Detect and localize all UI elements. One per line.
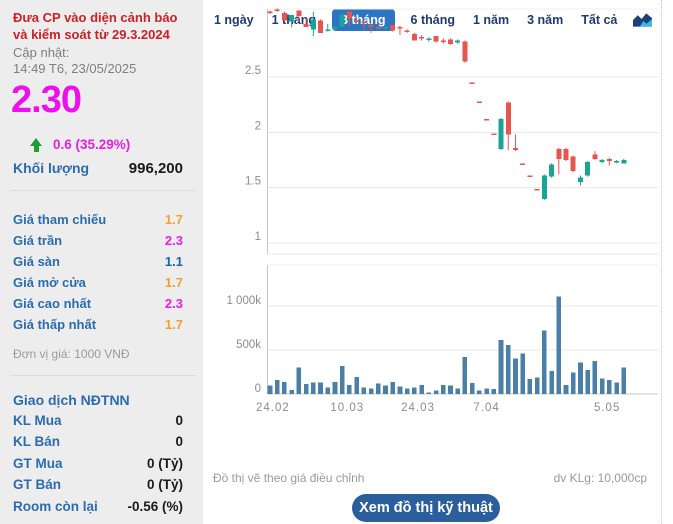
- tab-period-4[interactable]: 1 năm: [472, 13, 510, 27]
- table-row: Giá trần 2.3: [13, 233, 183, 254]
- row-label: KL Bán: [13, 434, 61, 450]
- volume-value: 996,200: [128, 160, 183, 177]
- candlesticks[interactable]: [267, 8, 627, 200]
- volume-label: Khối lượng: [13, 160, 90, 176]
- x-axis-labels: 24.02 10.03 24.03 7.04 5.05: [256, 402, 620, 414]
- foreign-trading-table: KL Mua 0 KL Bán 0 GT Mua 0 (Tỷ) GT Bán 0…: [13, 413, 183, 520]
- price-unit-note: Đơn vị giá: 1000 VNĐ: [13, 347, 130, 361]
- svg-text:500k: 500k: [236, 339, 261, 351]
- quote-sidebar: Đưa CP vào diện cảnh báo và kiểm soát từ…: [0, 0, 203, 524]
- updated-label: Cập nhật:: [13, 45, 70, 60]
- row-label: Giá mở cửa: [13, 275, 86, 290]
- table-row: Giá mở cửa 1.7: [13, 275, 183, 296]
- period-tabbar: 1 ngày 1 tháng 3 tháng 6 tháng 1 năm 3 năm Tất…: [212, 9, 653, 31]
- row-value: 0 (Tỷ): [146, 477, 183, 493]
- row-value: 1.7: [164, 212, 183, 227]
- divider: [10, 190, 195, 191]
- row-value: 1.1: [164, 254, 183, 269]
- row-value: 2.3: [164, 296, 183, 311]
- table-row: KL Mua 0: [13, 413, 183, 434]
- table-row: GT Bán 0 (Tỷ): [13, 477, 183, 498]
- row-label: GT Mua: [13, 455, 63, 471]
- row-label: KL Mua: [13, 413, 62, 428]
- volume-unit-note: dv KLg: 10,000cp: [553, 471, 647, 485]
- tab-period-0[interactable]: 1 ngày: [214, 13, 254, 27]
- row-label: Giá tham chiếu: [13, 212, 107, 227]
- row-value: 2.3: [164, 233, 183, 248]
- svg-text:0: 0: [255, 383, 261, 395]
- table-row: Giá thấp nhất 1.7: [13, 317, 183, 338]
- svg-text:24.03: 24.03: [401, 402, 435, 414]
- last-updated: Cập nhật: 14:49 T6, 23/05/2025: [13, 45, 136, 77]
- svg-text:2.5: 2.5: [245, 65, 261, 77]
- chart-panel: 1 ngày 1 tháng 3 tháng 6 tháng 1 năm 3 năm Tất…: [203, 0, 662, 524]
- volume-grid: 1 000k 500k 0: [226, 264, 658, 395]
- volume-row: Khối lượng 996,200: [13, 160, 183, 177]
- row-value: 1.7: [164, 275, 183, 290]
- row-value: -0.56 (%): [127, 498, 183, 514]
- technical-chart-button[interactable]: Xem đồ thị kỹ thuật: [352, 494, 500, 522]
- svg-text:1: 1: [255, 231, 261, 243]
- svg-text:1.5: 1.5: [245, 176, 261, 188]
- price-levels-table: Giá tham chiếu 1.7 Giá trần 2.3 Giá sàn …: [13, 212, 183, 338]
- adjusted-price-note: Đồ thị vẽ theo giá điều chỉnh: [213, 471, 365, 485]
- table-row: Giá tham chiếu 1.7: [13, 212, 183, 233]
- svg-text:1 000k: 1 000k: [226, 295, 261, 307]
- row-value: 0: [175, 434, 183, 450]
- svg-text:7.04: 7.04: [473, 402, 499, 414]
- up-arrow-icon: [30, 137, 43, 152]
- svg-text:10.03: 10.03: [330, 402, 364, 414]
- volume-bars[interactable]: [267, 296, 627, 394]
- table-row: Room còn lại -0.56 (%): [13, 499, 183, 520]
- row-label: GT Bán: [13, 477, 62, 493]
- row-label: Giá thấp nhất: [13, 317, 97, 332]
- row-label: Giá trần: [13, 233, 63, 248]
- tab-period-3[interactable]: 6 tháng: [410, 13, 455, 27]
- table-row: Giá cao nhất 2.3: [13, 296, 183, 317]
- table-row: KL Bán 0: [13, 434, 183, 455]
- price-grid: 2.5 2 1.5 1: [245, 8, 658, 255]
- warning-banner: Đưa CP vào diện cảnh báo và kiểm soát từ…: [13, 10, 178, 42]
- svg-text:2: 2: [255, 120, 261, 132]
- row-label: Giá sàn: [13, 254, 60, 269]
- current-price: 2.30: [11, 79, 82, 121]
- price-change-row: 0.6 (35.29%): [30, 137, 130, 152]
- tab-period-6[interactable]: Tất cả: [581, 13, 618, 27]
- row-value: 0 (Tỷ): [146, 455, 183, 471]
- tab-period-5[interactable]: 3 năm: [527, 13, 564, 27]
- row-value: 1.7: [164, 317, 183, 332]
- divider: [10, 375, 195, 376]
- updated-value: 14:49 T6, 23/05/2025: [13, 61, 137, 76]
- foreign-trading-header: Giao dịch NĐTNN: [13, 392, 130, 408]
- area-chart-icon[interactable]: [633, 13, 653, 27]
- row-value: 0: [175, 413, 183, 428]
- row-label: Room còn lại: [13, 498, 98, 514]
- table-row: GT Mua 0 (Tỷ): [13, 456, 183, 477]
- price-volume-chart[interactable]: 2.5 2 1.5 1 1 000k 500k 0 24.02 10.03 24.03 7.04 5.…: [203, 0, 661, 462]
- row-label: Giá cao nhất: [13, 296, 92, 311]
- price-change: 0.6 (35.29%): [53, 137, 131, 152]
- svg-text:5.05: 5.05: [594, 402, 620, 414]
- table-row: Giá sàn 1.1: [13, 254, 183, 275]
- svg-text:24.02: 24.02: [256, 402, 290, 414]
